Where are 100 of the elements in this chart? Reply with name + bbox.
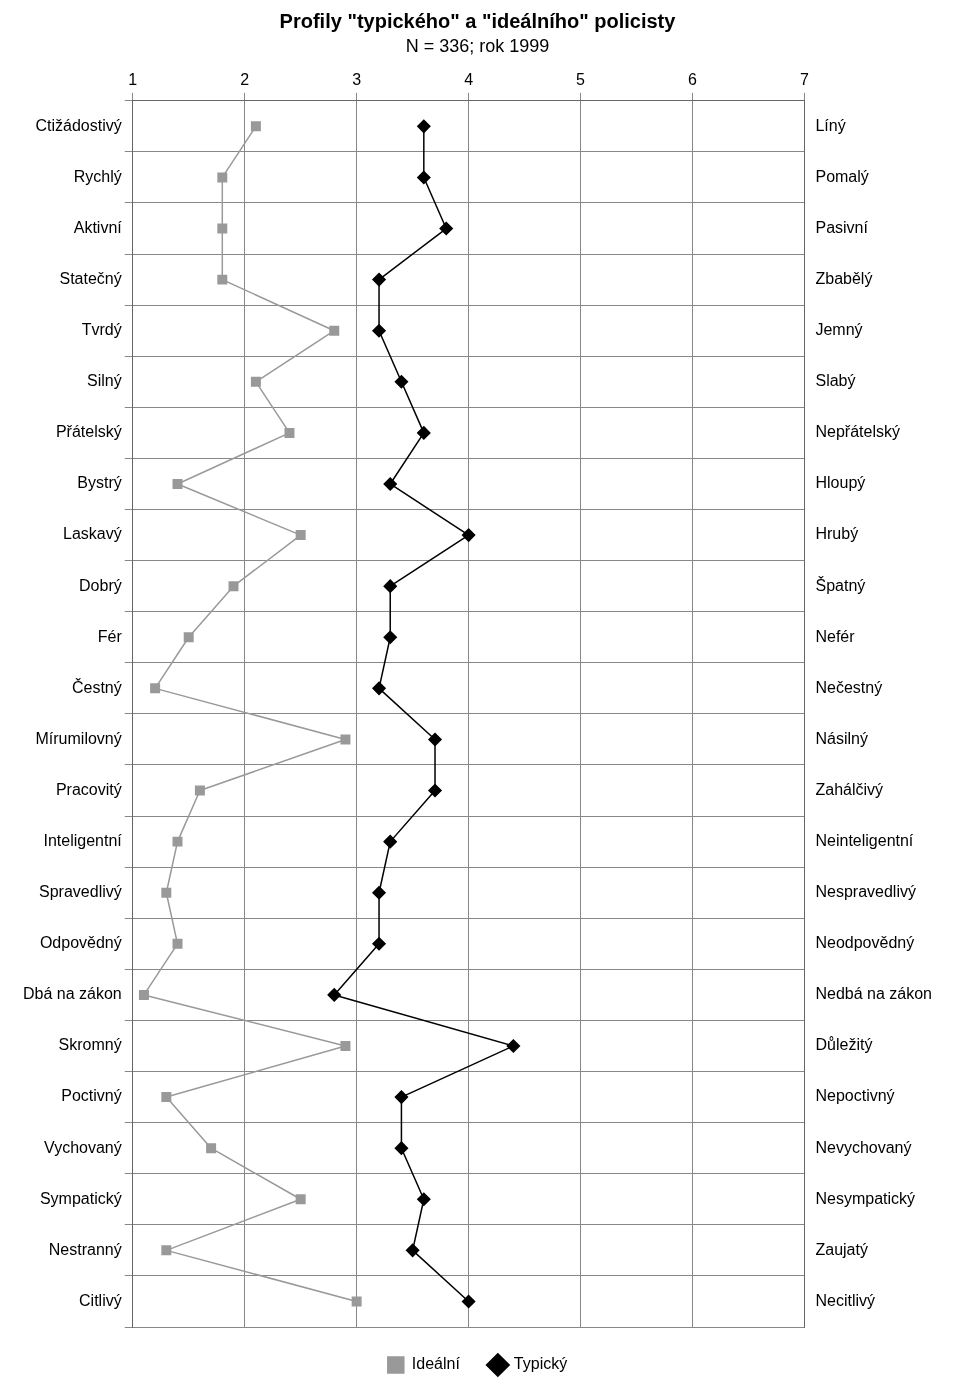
- point: [228, 581, 239, 592]
- point: [284, 427, 295, 438]
- x-tick-label: 5: [576, 70, 586, 88]
- y2-tick-label: Slabý: [815, 372, 856, 390]
- point: [172, 479, 183, 489]
- y2-tick-label: Nepřátelský: [815, 423, 900, 441]
- y2-tick-label: Neodpovědný: [815, 934, 915, 952]
- point: [417, 1192, 431, 1207]
- point: [217, 223, 228, 234]
- x-tick-label: 6: [688, 70, 698, 88]
- point: [383, 477, 397, 491]
- y2-tick-label: Líný: [815, 116, 846, 134]
- point: [428, 732, 442, 747]
- y-tick-label: Laskavý: [63, 525, 122, 543]
- y2-tick-label: Hloupý: [815, 474, 866, 492]
- point: [150, 683, 161, 694]
- point: [250, 376, 261, 387]
- y-tick-label: Sympatický: [39, 1189, 122, 1207]
- point: [383, 630, 397, 645]
- y-tick-label: Vychovaný: [44, 1138, 122, 1156]
- point: [394, 1141, 409, 1155]
- y-tick-label: Aktivní: [73, 218, 123, 236]
- point: [250, 121, 261, 132]
- chart-subtitle: N = 336; rok 1999: [405, 35, 550, 56]
- x-tick-label: 2: [240, 70, 250, 88]
- y-tick-label: Spravedlivý: [39, 883, 122, 901]
- x-tick-label: 4: [464, 70, 474, 88]
- point: [327, 988, 342, 1002]
- x-tick-label: 7: [800, 70, 810, 88]
- y-tick-label: Ctižádostivý: [35, 116, 122, 134]
- point: [506, 1039, 521, 1053]
- y2-tick-label: Špatný: [815, 575, 866, 594]
- point: [439, 221, 453, 236]
- legend-label: Typický: [513, 1355, 568, 1373]
- point: [428, 783, 442, 798]
- y2-tick-label: Důležitý: [815, 1036, 873, 1054]
- point: [461, 528, 476, 542]
- y2-tick-label: Nefér: [815, 627, 856, 645]
- point: [194, 785, 205, 796]
- point: [206, 1143, 217, 1154]
- y-tick-label: Odpovědný: [39, 934, 122, 952]
- y2-tick-label: Zaujatý: [815, 1240, 868, 1258]
- y-tick-label: Fér: [97, 627, 123, 645]
- y2-tick-label: Pasivní: [815, 218, 869, 236]
- y2-tick-label: Násilný: [815, 729, 868, 747]
- point: [372, 272, 386, 287]
- y-tick-label: Čestný: [71, 677, 122, 696]
- y2-tick-label: Nečestný: [815, 678, 883, 696]
- y-tick-label: Poctivný: [61, 1087, 122, 1105]
- point: [417, 119, 431, 134]
- point: [461, 1294, 476, 1309]
- y-tick-label: Mírumilovný: [35, 729, 122, 747]
- y2-tick-label: Nepoctivný: [815, 1087, 895, 1105]
- y-tick-label: Skromný: [58, 1036, 122, 1054]
- point: [161, 1092, 172, 1103]
- y2-tick-label: Hrubý: [815, 525, 859, 543]
- y-tick-label: Nestranný: [48, 1240, 122, 1258]
- y2-tick-label: Jemný: [815, 321, 863, 339]
- point: [161, 1245, 172, 1256]
- y-tick-label: Tvrdý: [81, 321, 122, 339]
- y-tick-label: Dbá na zákon: [23, 985, 122, 1003]
- point: [183, 632, 194, 643]
- point: [161, 887, 172, 898]
- point: [383, 579, 397, 593]
- point: [372, 937, 386, 951]
- y2-tick-label: Zbabělý: [815, 270, 873, 288]
- point: [295, 1194, 306, 1205]
- point: [295, 530, 306, 541]
- y2-tick-label: Pomalý: [815, 167, 869, 185]
- point: [417, 170, 431, 185]
- point: [340, 1041, 351, 1051]
- y2-tick-label: Nevychovaný: [815, 1138, 912, 1156]
- y2-tick-label: Zahálčivý: [815, 780, 884, 798]
- point: [329, 325, 340, 336]
- y2-tick-label: Nedbá na zákon: [815, 985, 932, 1003]
- point: [405, 1243, 420, 1258]
- y2-tick-label: Nesympatický: [815, 1189, 916, 1207]
- y2-tick-label: Necitlivý: [815, 1291, 876, 1309]
- y-tick-label: Citlivý: [79, 1291, 122, 1309]
- point: [217, 274, 228, 285]
- point: [372, 885, 386, 900]
- y-tick-label: Silný: [87, 372, 122, 390]
- point: [372, 681, 386, 696]
- point: [172, 836, 183, 847]
- point: [351, 1296, 362, 1307]
- legend-label: Ideální: [411, 1355, 461, 1373]
- point: [340, 734, 351, 745]
- point: [383, 834, 397, 849]
- point: [217, 172, 228, 183]
- y-tick-label: Rychlý: [73, 167, 122, 185]
- y-tick-label: Inteligentní: [43, 832, 123, 850]
- point: [417, 426, 431, 440]
- y-tick-label: Přátelský: [55, 423, 122, 441]
- y2-tick-label: Nespravedlivý: [815, 883, 916, 901]
- x-tick-label: 3: [352, 70, 362, 88]
- point: [394, 375, 409, 389]
- y-tick-label: Statečný: [59, 270, 122, 288]
- point: [372, 323, 386, 338]
- point: [394, 1090, 409, 1104]
- point: [172, 938, 183, 949]
